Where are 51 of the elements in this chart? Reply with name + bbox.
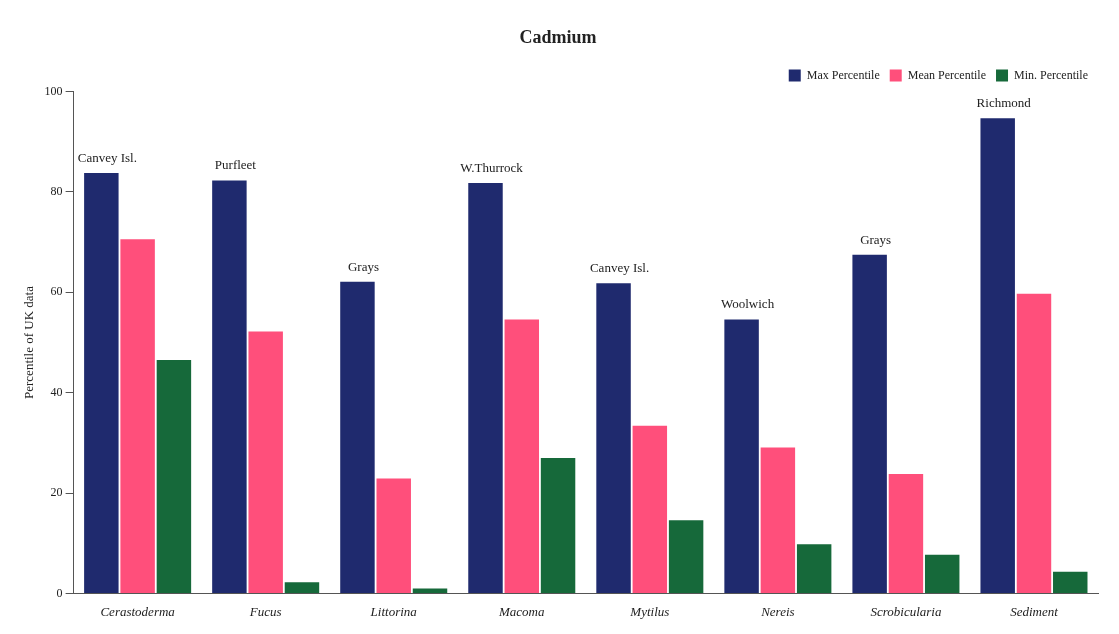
- bar: [248, 331, 283, 593]
- bar: [376, 478, 411, 593]
- bar: [980, 118, 1015, 593]
- annotation: Woolwich: [721, 296, 775, 312]
- bar: [340, 281, 375, 593]
- legend-label: Max Percentile: [806, 67, 880, 82]
- x-tick-label: Nereis: [760, 603, 795, 619]
- y-tick-label: 0: [56, 585, 63, 600]
- x-tick-label: Mytilus: [629, 603, 670, 619]
- annotation: Richmond: [976, 95, 1032, 111]
- annotation: Grays: [347, 258, 379, 274]
- annotation: Purfleet: [214, 157, 257, 173]
- bar: [668, 520, 704, 593]
- x-tick-label: Cerastoderma: [100, 603, 176, 619]
- bar: [412, 588, 448, 593]
- bar: [1016, 293, 1052, 593]
- bar: [84, 172, 119, 593]
- x-tick-label: Scrobicularia: [870, 603, 942, 619]
- y-tick-label: 20: [50, 485, 63, 500]
- bar: [540, 457, 576, 593]
- x-tick-label: Littorina: [369, 603, 418, 619]
- bar: [888, 473, 924, 593]
- bar: [120, 239, 155, 593]
- annotation: W.Thurrock: [460, 159, 524, 175]
- legend-label: Min. Percentile: [1014, 67, 1088, 82]
- bar: [796, 544, 832, 593]
- bar: [596, 283, 631, 593]
- y-tick-label: 100: [44, 83, 63, 98]
- bar: [724, 319, 759, 593]
- annotation: Canvey Isl.: [589, 260, 650, 276]
- y-axis-title: Percentile of UK data: [21, 285, 37, 399]
- bar: [504, 319, 540, 593]
- bar: [852, 254, 887, 593]
- annotation: Canvey Isl.: [77, 149, 137, 165]
- x-tick-label: Sediment: [1010, 603, 1059, 619]
- bar: [284, 582, 320, 593]
- x-tick-label: Fucus: [248, 603, 282, 619]
- y-tick-label: 60: [50, 284, 63, 299]
- annotation: Grays: [860, 231, 892, 247]
- y-tick-label: 80: [50, 184, 63, 199]
- y-tick-label: 40: [50, 384, 63, 399]
- bar: [924, 554, 960, 593]
- chart-title: Cadmium: [519, 27, 597, 48]
- bar: [156, 360, 192, 593]
- bar: [212, 180, 247, 593]
- bar: [468, 182, 503, 593]
- bar: [1053, 571, 1088, 593]
- bar: [632, 425, 668, 593]
- bar: [760, 447, 796, 593]
- legend-label: Mean Percentile: [907, 67, 987, 82]
- x-tick-label: Macoma: [498, 603, 546, 619]
